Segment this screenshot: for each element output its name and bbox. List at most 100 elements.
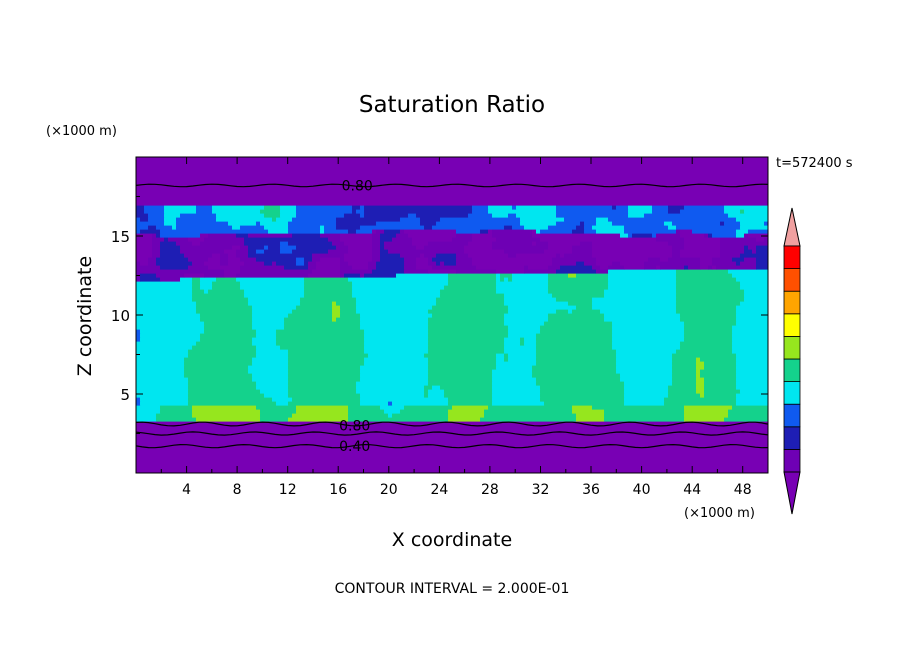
field-cell <box>456 229 481 234</box>
field-cell <box>496 277 501 282</box>
field-cell <box>252 313 289 318</box>
field-cell <box>164 221 177 226</box>
field-cell <box>540 393 625 398</box>
field-cell <box>428 337 505 342</box>
field-cell <box>548 277 609 282</box>
field-cell <box>740 389 768 394</box>
field-cell <box>600 265 609 270</box>
field-cell <box>676 297 745 302</box>
field-cell <box>492 241 533 246</box>
field-cell <box>228 257 241 262</box>
field-cell <box>248 253 313 258</box>
field-cell <box>352 289 441 294</box>
field-cell <box>140 217 149 222</box>
field-cell <box>240 281 305 286</box>
field-cell <box>736 401 768 406</box>
field-cell <box>500 273 513 278</box>
field-cell <box>348 229 357 234</box>
field-cell <box>504 249 545 254</box>
field-cell <box>632 233 653 238</box>
field-cell <box>680 345 733 350</box>
field-cell <box>536 349 617 354</box>
field-cell <box>704 381 737 386</box>
field-cell <box>492 377 537 382</box>
field-cell <box>720 249 745 254</box>
field-cell <box>572 249 593 254</box>
field-cell <box>436 221 521 226</box>
field-cell <box>156 225 173 230</box>
field-cell <box>144 209 165 214</box>
field-cell <box>256 257 297 262</box>
field-cell <box>516 205 557 210</box>
field-cell <box>748 233 768 238</box>
field-cell <box>664 401 737 406</box>
field-cell <box>136 461 768 466</box>
field-cell <box>504 313 549 318</box>
field-cell <box>744 249 753 254</box>
field-cell <box>624 381 673 386</box>
field-cell <box>356 309 429 314</box>
field-cell <box>616 357 673 362</box>
field-cell <box>612 329 685 334</box>
field-cell <box>432 313 505 318</box>
contour-label: 0.80 <box>339 419 370 435</box>
field-cell <box>136 453 768 458</box>
field-cell <box>356 389 425 394</box>
field-cell <box>192 405 257 410</box>
field-cell <box>300 297 357 302</box>
field-cell <box>136 321 205 326</box>
field-cell <box>444 261 457 266</box>
field-cell <box>148 217 165 222</box>
field-cell <box>136 413 157 418</box>
field-cell <box>184 273 205 278</box>
field-cell <box>196 417 261 422</box>
field-cell <box>348 405 381 410</box>
field-cell <box>724 209 741 214</box>
field-cell <box>248 365 289 370</box>
field-cell <box>696 369 701 374</box>
field-cell <box>136 277 141 282</box>
field-cell <box>392 401 449 406</box>
field-cell <box>356 301 437 306</box>
field-cell <box>428 365 497 370</box>
field-cell <box>612 321 685 326</box>
field-cell <box>164 217 177 222</box>
field-cell <box>664 397 737 402</box>
field-cell <box>620 373 673 378</box>
field-cell <box>756 245 768 250</box>
field-cell <box>508 305 577 310</box>
field-cell <box>732 337 768 342</box>
field-cell <box>604 417 685 422</box>
field-cell <box>604 413 685 418</box>
field-cell <box>736 361 768 366</box>
field-cell <box>136 353 189 358</box>
field-cell <box>136 281 193 286</box>
field-cell <box>264 245 269 250</box>
field-cell <box>748 229 768 234</box>
field-cell <box>580 241 593 246</box>
contour-line <box>136 443 768 449</box>
field-cell <box>340 237 373 242</box>
field-cell <box>660 265 685 270</box>
field-cell <box>476 265 525 270</box>
field-cell <box>408 233 457 238</box>
field-cell <box>504 345 537 350</box>
colorbar-swatch <box>783 426 801 450</box>
field-cell <box>336 225 361 230</box>
field-cell <box>568 301 593 306</box>
field-cell <box>196 205 213 210</box>
field-cell <box>424 245 465 250</box>
field-cell <box>696 389 705 394</box>
x-tick-label: 4 <box>182 482 191 498</box>
field-cell <box>496 281 549 286</box>
field-cell <box>244 261 265 266</box>
field-cell <box>224 249 237 254</box>
field-cell <box>292 217 337 222</box>
field-cell <box>496 357 505 362</box>
field-cell <box>252 341 277 346</box>
field-cell <box>136 313 201 318</box>
field-cell <box>508 309 557 314</box>
field-cell <box>608 281 677 286</box>
field-cell <box>348 245 373 250</box>
y-axis-label: Z coordinate <box>74 256 96 376</box>
